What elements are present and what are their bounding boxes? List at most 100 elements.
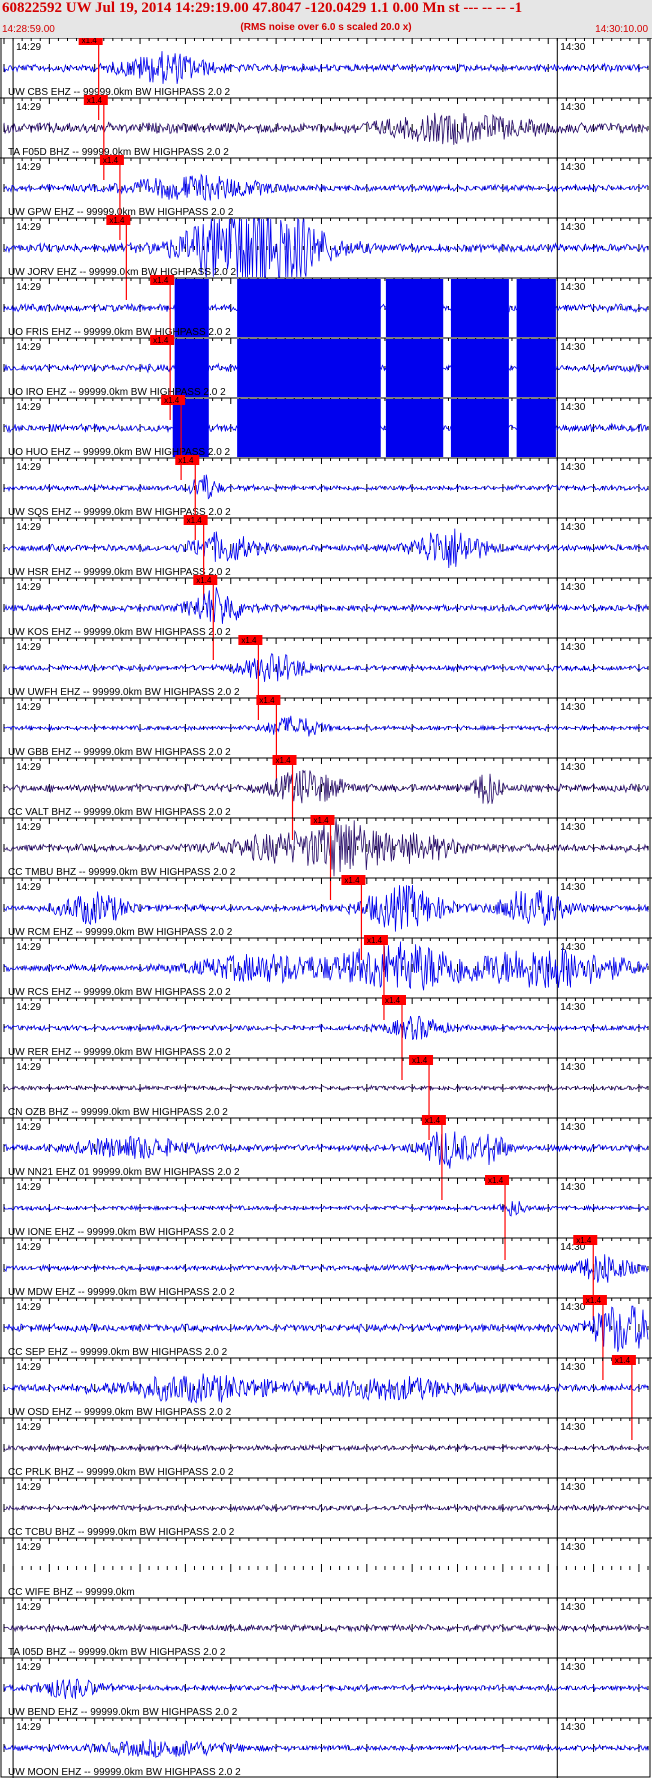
station-label: UW GPW EHZ -- 99999.0km BW HIGHPASS 2.0 … [8, 207, 234, 218]
waveform-trace [3, 941, 649, 991]
window-start-time: 14:28:59.00 [2, 24, 55, 35]
panel-frame [0, 38, 651, 1778]
trace-row: 14:29 14:30 UW CBS EHZ -- 99999.0km BW HIG… [0, 38, 652, 120]
saturated-segment [237, 279, 381, 337]
waveform-trace [3, 818, 649, 877]
trace-row: 14:29 14:30 CC TCBU BHZ -- 99999.0km BW HI… [0, 1477, 652, 1538]
waveform-trace [3, 474, 649, 500]
minute-label: 14:30 [560, 702, 585, 713]
trace-row: 14:29 14:30 CN OZB BHZ -- 99999.0km BW HIG… [0, 1055, 652, 1140]
pick-marker: x1.4 [421, 1115, 446, 1200]
minute-label: 14:29 [16, 942, 41, 953]
trace-row: 14:29 14:30 UW JORV EHZ -- 99999.0km BW HI… [0, 215, 652, 300]
time-ticks [3, 1358, 649, 1392]
event-title: 60822592 UW Jul 19, 2014 14:29:19.00 47.… [2, 0, 523, 16]
trace-row: 14:29 14:30 UO FRIS EHZ -- 99999.0km BW HI… [0, 275, 652, 360]
minute-label: 14:30 [560, 642, 585, 653]
station-label: UW HSR EHZ -- 99999.0km BW HIGHPASS 2.0 … [8, 567, 231, 578]
minute-label: 14:30 [560, 1062, 585, 1073]
pick-label: x1.4 [576, 1236, 592, 1245]
minute-label: 14:30 [560, 102, 585, 113]
minute-label: 14:29 [16, 282, 41, 293]
station-label: TA F05D BHZ -- 99999.0km BW HIGHPASS 2.0… [8, 147, 229, 158]
pick-marker: x1.4 [183, 515, 208, 600]
saturated-segment [385, 339, 444, 397]
minute-label: 14:30 [560, 822, 585, 833]
station-label: UW OSD EHZ -- 99999.0km BW HIGHPASS 2.0 … [8, 1407, 232, 1418]
waveform-trace [3, 1084, 649, 1092]
time-ticks [3, 1178, 649, 1212]
minute-label: 14:30 [560, 1002, 585, 1013]
minute-label: 14:29 [16, 1422, 41, 1433]
pick-marker: x1.4 [582, 1295, 607, 1380]
trace-row: 14:29 14:30 UW RER EHZ -- 99999.0km BW HIG… [0, 995, 652, 1080]
minute-label: 14:30 [560, 1182, 585, 1193]
pick-label: x1.4 [153, 276, 169, 285]
saturated-segment [450, 339, 509, 397]
saturated-segment [450, 399, 509, 457]
station-label: CN OZB BHZ -- 99999.0km BW HIGHPASS 2.0 … [8, 1107, 228, 1118]
pick-label: x1.4 [164, 396, 180, 405]
waveform-trace [3, 1443, 649, 1453]
station-label: UW RCM EHZ -- 99999.0km BW HIGHPASS 2.0 … [8, 927, 233, 938]
station-label: UW SQS EHZ -- 99999.0km BW HIGHPASS 2.0 … [8, 507, 231, 518]
minute-label: 14:29 [16, 1722, 41, 1733]
trace-row: 14:29 14:30 UW GPW EHZ -- 99999.0km BW HIG… [0, 155, 652, 240]
pick-label: x1.4 [385, 996, 401, 1005]
station-label: UW IONE EHZ -- 99999.0km BW HIGHPASS 2.0… [8, 1227, 234, 1238]
saturated-segment [237, 399, 381, 457]
station-label: CC TCBU BHZ -- 99999.0km BW HIGHPASS 2.0… [8, 1527, 235, 1538]
station-label: UW RER EHZ -- 99999.0km BW HIGHPASS 2.0 … [8, 1047, 231, 1058]
waveform-trace [3, 1678, 649, 1700]
pick-marker: x1.4 [106, 215, 131, 300]
minute-label: 14:30 [560, 582, 585, 593]
seismogram-panel: 14:29 14:30 UW CBS EHZ -- 99999.0km BW HIG… [0, 38, 652, 1778]
waveform-trace [3, 1254, 649, 1283]
pick-label: x1.4 [488, 1176, 504, 1185]
pick-label: x1.4 [276, 756, 292, 765]
minute-label: 14:29 [16, 402, 41, 413]
waveform-trace [3, 112, 649, 145]
pick-marker: x1.4 [193, 575, 218, 660]
pick-label: x1.4 [259, 696, 275, 705]
minute-label: 14:29 [16, 762, 41, 773]
trace-row: 14:29 14:30 CC PRLK BHZ -- 99999.0km BW HI… [0, 1417, 652, 1478]
trace-row: 14:29 14:30 UO IRO EHZ -- 99999.0km BW HIG… [0, 335, 652, 420]
minute-label: 14:29 [16, 1362, 41, 1373]
waveform-trace [3, 884, 649, 932]
pick-marker: x1.4 [573, 1235, 598, 1320]
trace-row: 14:29 14:30 UW MDW EHZ -- 99999.0km BW HIG… [0, 1235, 652, 1320]
minute-label: 14:30 [560, 522, 585, 533]
pick-marker: x1.4 [611, 1355, 636, 1440]
minute-label: 14:30 [560, 1722, 585, 1733]
station-label: CC VALT BHZ -- 99999.0km BW HIGHPASS 2.0… [8, 807, 231, 818]
minute-label: 14:29 [16, 1242, 41, 1253]
station-label: UW NN21 EHZ 01 99999.0km BW HIGHPASS 2.0… [8, 1167, 240, 1178]
trace-row: 14:29 14:30 UW BEND EHZ -- 99999.0km BW HI… [0, 1657, 652, 1718]
minute-label: 14:30 [560, 1242, 585, 1253]
trace-row: 14:29 14:30 TA F05D BHZ -- 99999.0km BW HI… [0, 95, 652, 180]
minute-label: 14:30 [560, 1662, 585, 1673]
minute-label: 14:30 [560, 162, 585, 173]
minute-label: 14:30 [560, 1602, 585, 1613]
waveform-trace [3, 1738, 649, 1759]
minute-label: 14:30 [560, 1302, 585, 1313]
waveform-trace [3, 1373, 649, 1404]
pick-label: x1.4 [314, 816, 330, 825]
trace-row: 14:29 14:30 CC TMBU BHZ -- 99999.0km BW HI… [0, 815, 652, 900]
minute-label: 14:29 [16, 1542, 41, 1553]
saturated-segment [450, 279, 509, 337]
minute-label: 14:29 [16, 822, 41, 833]
pick-marker: x1.4 [238, 635, 263, 720]
time-ticks [3, 1418, 649, 1452]
saturated-segment [174, 279, 209, 337]
trace-row: 14:29 14:30 UW SQS EHZ -- 99999.0km BW HIG… [0, 455, 652, 540]
pick-marker: x1.4 [310, 815, 335, 900]
minute-label: 14:29 [16, 582, 41, 593]
minute-label: 14:30 [560, 1122, 585, 1133]
pick-label: x1.4 [82, 38, 98, 45]
trace-row: 14:29 14:30 UW KOS EHZ -- 99999.0km BW HIG… [0, 575, 652, 660]
station-label: UW RCS EHZ -- 99999.0km BW HIGHPASS 2.0 … [8, 987, 231, 998]
station-label: UO HUO EHZ -- 99999.0km BW HIGHPASS 2.0 … [8, 447, 231, 458]
minute-label: 14:30 [560, 42, 585, 53]
